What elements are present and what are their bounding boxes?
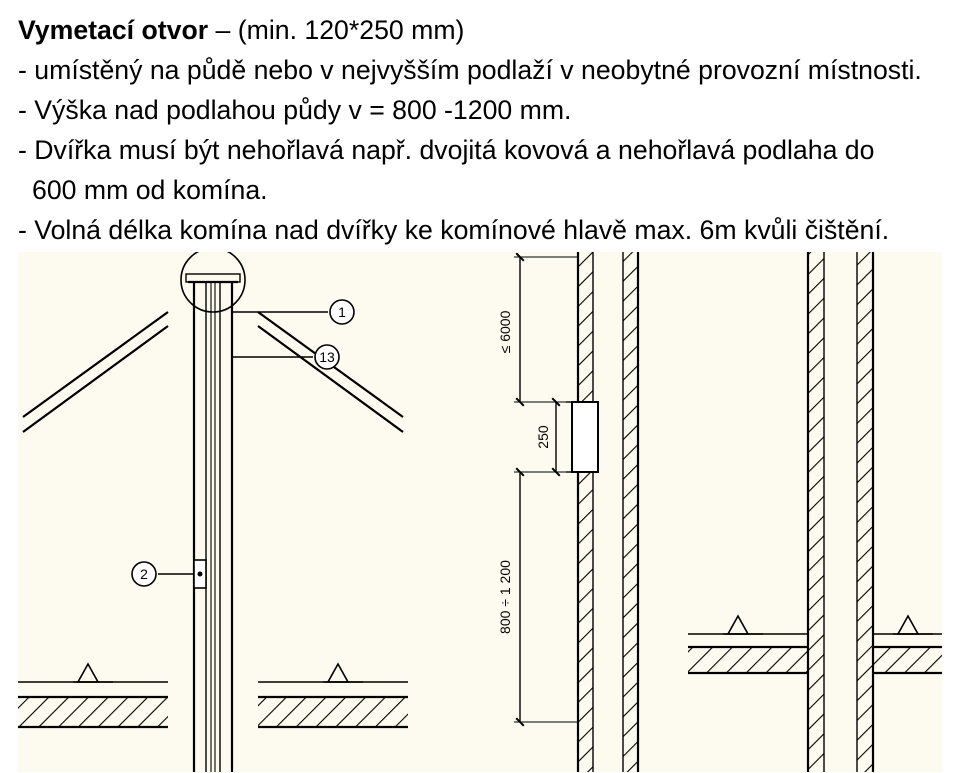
- bullet-1: - umístěný na půdě nebo v nejvyšším podl…: [18, 52, 942, 88]
- chimney-diagram: 1 13 2: [18, 252, 942, 772]
- dim-800-1200: 800 ÷ 1 200: [497, 560, 513, 634]
- bullet-3a: - Dvířka musí být nehořlavá např. dvojit…: [18, 132, 942, 168]
- bullet-4: - Volná délka komína nad dvířky ke komín…: [18, 212, 942, 248]
- callout-13: 13: [319, 349, 335, 365]
- dim-6000: ≤ 6000: [497, 310, 513, 353]
- title-bold: Vymetací otvor: [18, 15, 208, 45]
- bullet-3b: 600 mm od komína.: [18, 172, 942, 208]
- callout-2: 2: [140, 566, 148, 582]
- chimney-diagram-svg: 1 13 2: [18, 252, 942, 772]
- title-rest: – (min. 120*250 mm): [208, 15, 464, 45]
- callout-1: 1: [338, 304, 346, 320]
- title-line: Vymetací otvor – (min. 120*250 mm): [18, 12, 942, 48]
- dim-250: 250: [535, 425, 551, 449]
- bullet-2: - Výška nad podlahou půdy v = 800 -1200 …: [18, 92, 942, 128]
